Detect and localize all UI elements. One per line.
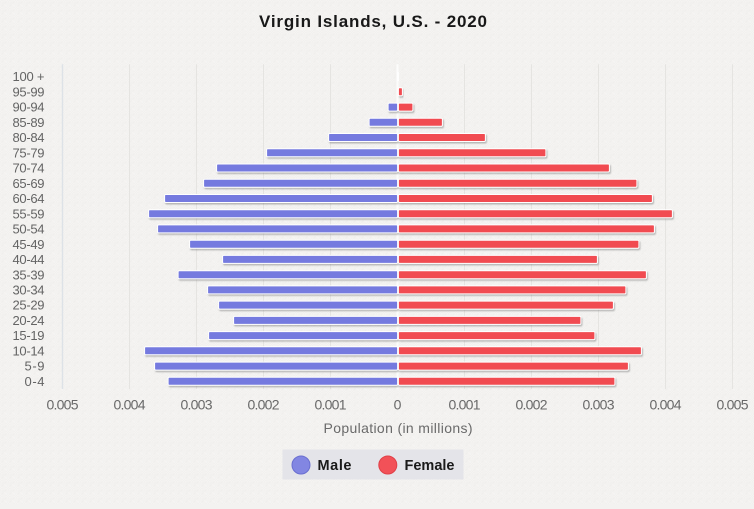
svg-text:60-64: 60-64 bbox=[13, 191, 45, 206]
svg-text:0.004: 0.004 bbox=[114, 397, 146, 413]
svg-text:0.001: 0.001 bbox=[449, 397, 481, 413]
svg-text:20-24: 20-24 bbox=[13, 313, 45, 328]
svg-text:95-99: 95-99 bbox=[13, 84, 45, 99]
svg-text:Male: Male bbox=[318, 458, 352, 474]
svg-text:45-49: 45-49 bbox=[13, 237, 45, 252]
svg-text:0.005: 0.005 bbox=[47, 397, 79, 413]
svg-text:5-9: 5-9 bbox=[25, 359, 45, 374]
svg-text:80-84: 80-84 bbox=[13, 130, 45, 145]
svg-text:70-74: 70-74 bbox=[13, 161, 45, 176]
svg-text:35-39: 35-39 bbox=[13, 267, 45, 282]
svg-text:0.004: 0.004 bbox=[650, 397, 682, 413]
svg-text:0.002: 0.002 bbox=[248, 397, 280, 413]
svg-text:10-14: 10-14 bbox=[13, 343, 45, 358]
svg-text:55-59: 55-59 bbox=[13, 206, 45, 221]
svg-text:85-89: 85-89 bbox=[13, 115, 45, 130]
svg-text:50-54: 50-54 bbox=[13, 222, 45, 237]
svg-text:30-34: 30-34 bbox=[13, 283, 45, 298]
svg-text:0: 0 bbox=[394, 397, 402, 413]
svg-text:90-94: 90-94 bbox=[13, 100, 45, 115]
svg-text:40-44: 40-44 bbox=[13, 252, 45, 267]
svg-text:0-4: 0-4 bbox=[25, 374, 45, 389]
svg-text:0.003: 0.003 bbox=[181, 397, 213, 413]
svg-text:Population (in millions): Population (in millions) bbox=[324, 420, 473, 436]
svg-text:0.001: 0.001 bbox=[315, 397, 347, 413]
svg-text:65-69: 65-69 bbox=[13, 176, 45, 191]
svg-text:75-79: 75-79 bbox=[13, 145, 45, 160]
svg-text:15-19: 15-19 bbox=[13, 328, 45, 343]
svg-text:Virgin Islands, U.S. - 2020: Virgin Islands, U.S. - 2020 bbox=[259, 12, 487, 31]
svg-text:25-29: 25-29 bbox=[13, 298, 45, 313]
svg-text:100 +: 100 + bbox=[13, 69, 45, 84]
svg-text:Female: Female bbox=[405, 458, 455, 474]
svg-text:0.005: 0.005 bbox=[717, 397, 749, 413]
svg-text:0.002: 0.002 bbox=[516, 397, 548, 413]
svg-text:0.003: 0.003 bbox=[583, 397, 615, 413]
